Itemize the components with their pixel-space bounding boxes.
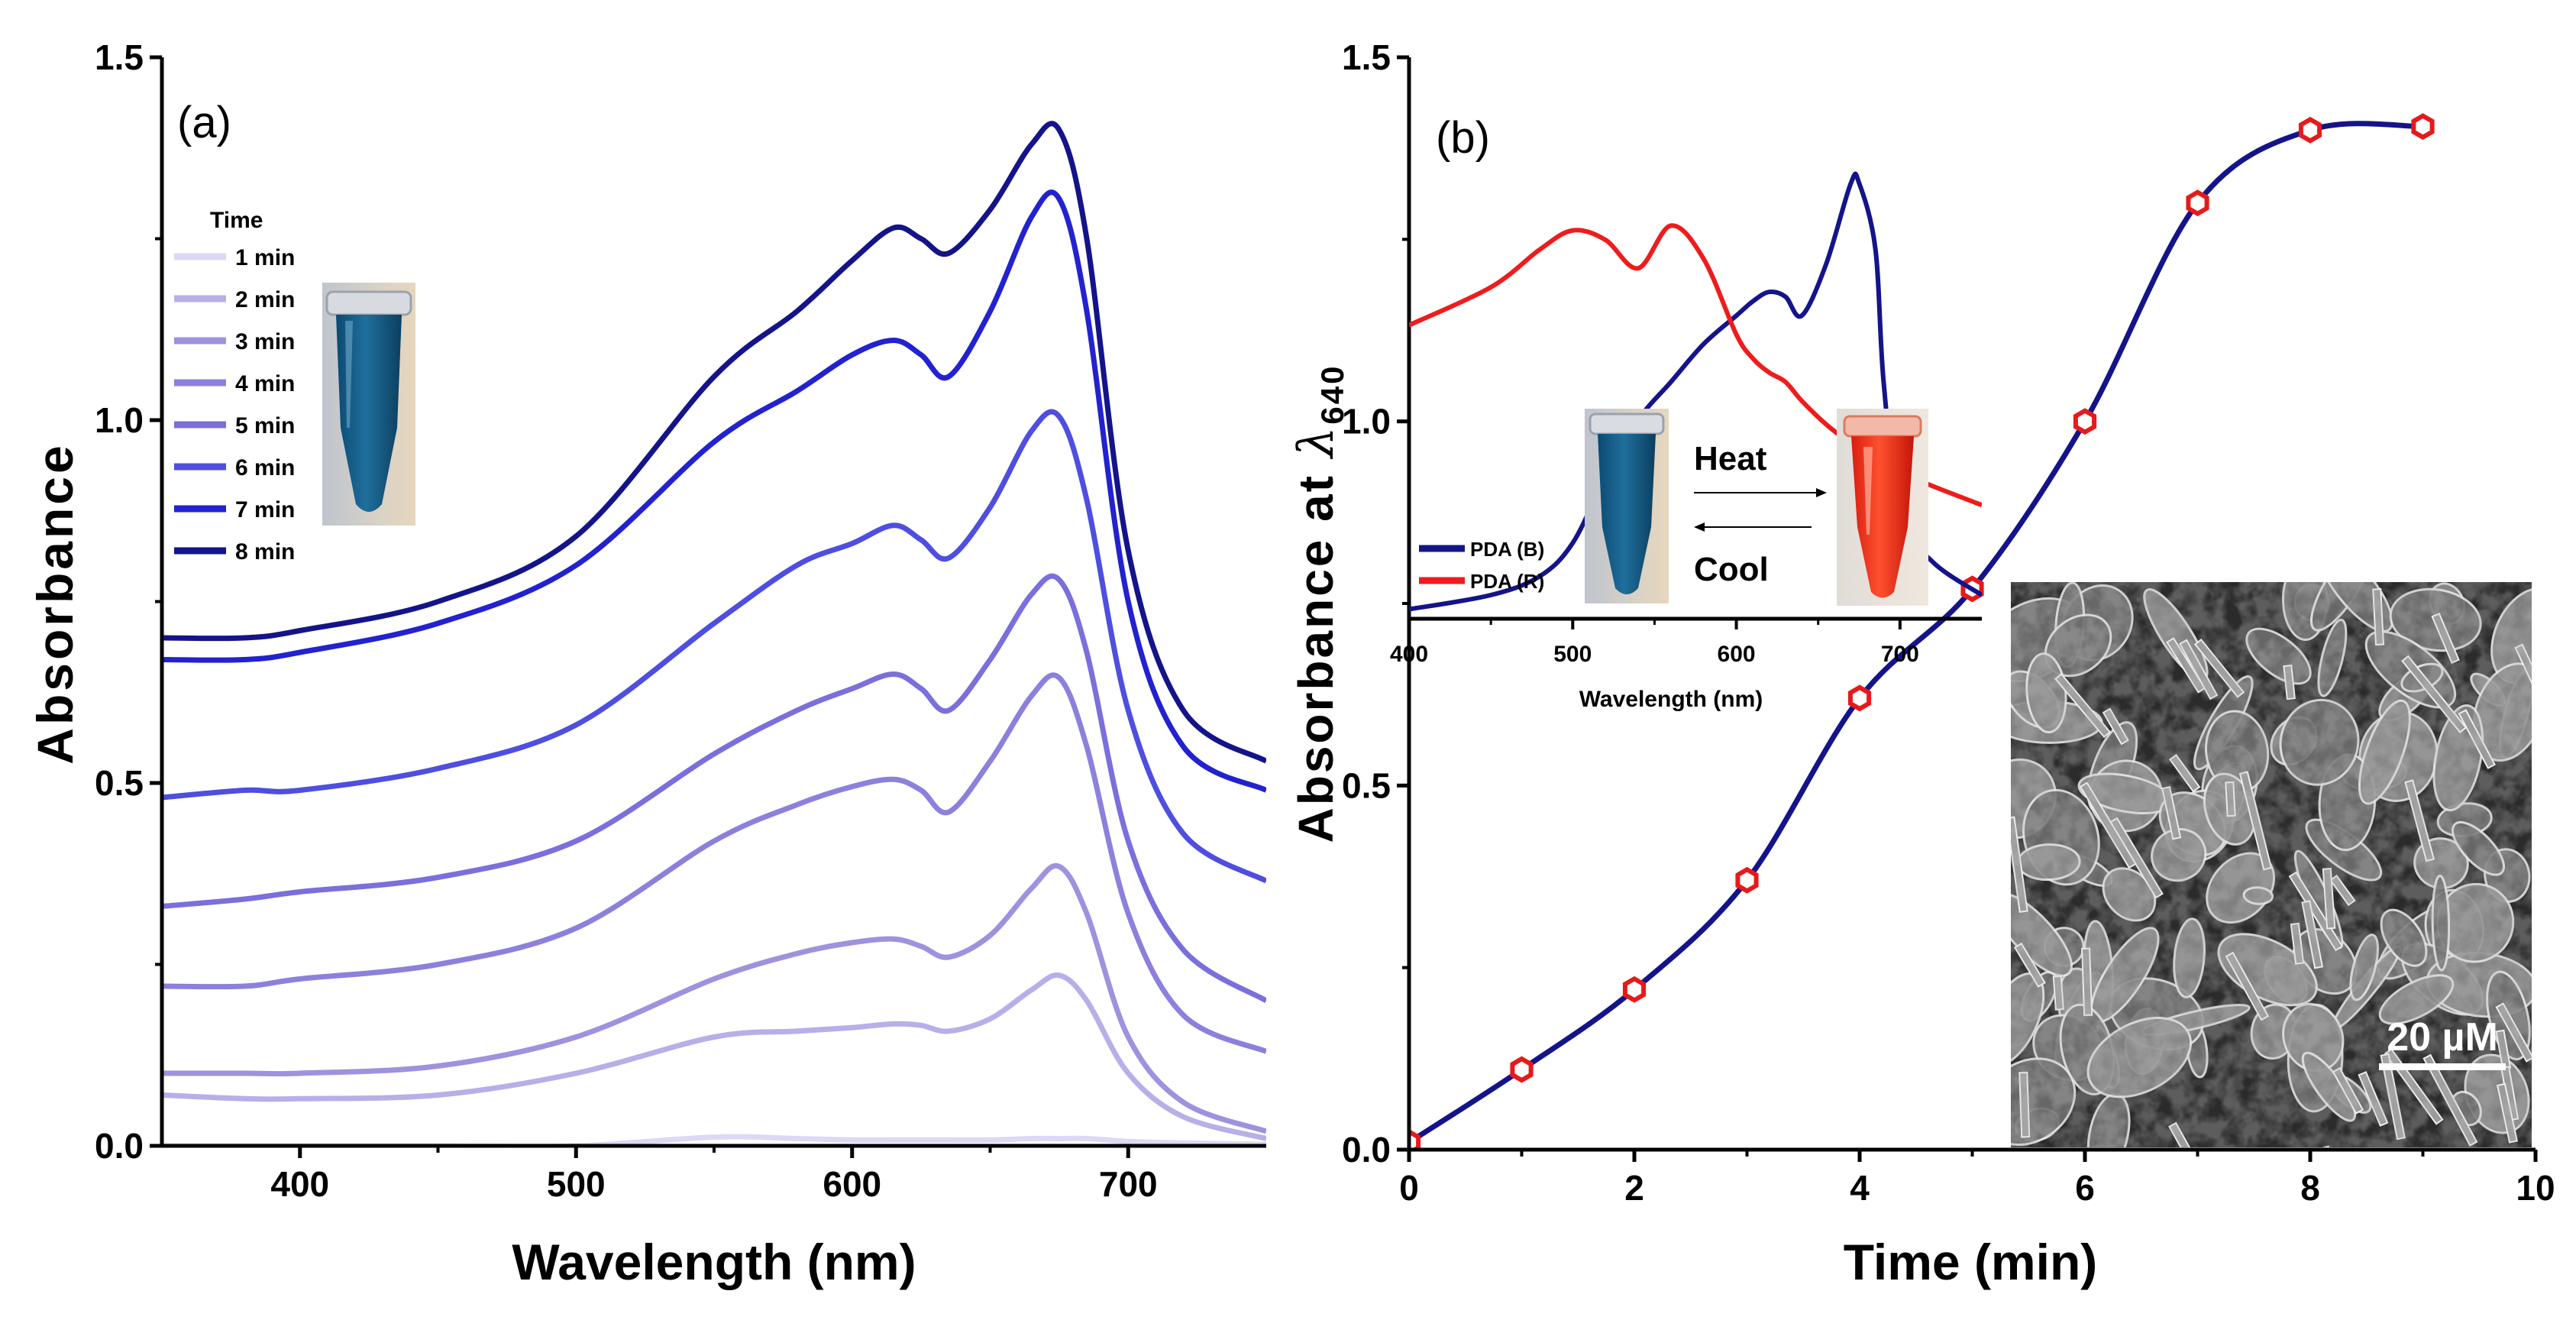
panel-b-data-point — [1510, 1056, 1534, 1083]
panel-b-data-point — [1847, 684, 1872, 712]
panel-b-data-point — [2411, 113, 2435, 141]
panel-b-y-axis-title: Absorbance at λ640 — [1288, 364, 1350, 843]
panel-b-data-point — [1735, 866, 1759, 894]
panel-a-series-line-6 — [162, 409, 1266, 884]
panel-a-series-line-3 — [162, 862, 1266, 1134]
panel-a-y-axis-title: Absorbance — [27, 442, 83, 764]
panel-b-x-tick-label: 8 — [2300, 1168, 2320, 1208]
panel-b-x-tick-label: 0 — [1399, 1168, 1419, 1208]
panel-b-axes: 0 2 4 6 8 10 0.0 0.5 1.0 1.5 — [1342, 37, 2555, 1208]
panel-a-series-line-7 — [162, 189, 1266, 793]
panel-a-axes: 400 500 600 700 0.0 0.5 1.0 1.5 — [95, 37, 1266, 1204]
panel-a-legend-label-4: 4 min — [235, 371, 295, 396]
inset-axes: 400 500 600 700 — [1390, 616, 1982, 667]
panel-b-data-point — [2298, 116, 2322, 144]
panel-a-x-tick-label: 700 — [1099, 1164, 1158, 1204]
panel-b-data-point — [2073, 408, 2097, 435]
inset-x-tick-label: 600 — [1718, 642, 1756, 667]
panel-a-series-line-8 — [162, 121, 1266, 764]
panel-b-y-tick-label: 1.0 — [1342, 402, 1391, 442]
panel-b-data-point — [1622, 975, 1647, 1003]
panel-b-series — [1409, 113, 2435, 1150]
panel-b-data-point — [1409, 1129, 1421, 1150]
panel-b-x-tick-label: 2 — [1624, 1168, 1644, 1208]
inset-x-axis-title: Wavelength (nm) — [1579, 687, 1763, 712]
panel-b-label: (b) — [1436, 113, 1490, 163]
panel-a-legend-label-7: 7 min — [235, 497, 295, 522]
panel-a-legend-label-6: 6 min — [235, 455, 295, 480]
panel-a-series — [162, 121, 1266, 1146]
panel-b-y-tick-label: 1.5 — [1342, 37, 1391, 77]
panel-a-x-tick-label: 500 — [547, 1164, 606, 1204]
panel-b-y-tick-label: 0.0 — [1342, 1130, 1391, 1170]
inset-series-line-1 — [1409, 171, 1982, 612]
panel-a-legend-label-8: 8 min — [235, 539, 295, 565]
inset-legend-label-1: PDA (B) — [1470, 538, 1544, 561]
panel-a-series-line-5 — [162, 573, 1266, 1004]
panel-b-x-tick-label: 4 — [1850, 1168, 1870, 1208]
panel-b-x-tick-label: 6 — [2075, 1168, 2095, 1208]
panel-a-series-line-4 — [162, 672, 1266, 1054]
inset-blue-vial-photo — [1585, 409, 1669, 603]
inset-x-tick-label: 500 — [1553, 642, 1592, 667]
panel-a-series-line-2 — [162, 972, 1266, 1141]
inset-x-tick-label: 400 — [1390, 642, 1428, 667]
scale-bar-label: 20 µM — [2387, 1015, 2498, 1060]
panel-a-x-axis-title: Wavelength (nm) — [512, 1234, 916, 1290]
scale-bar: 20 µM — [2379, 1015, 2506, 1070]
inset-spectra: 400 500 600 700 Wavelength (nm) PDA (B)PDA … — [1390, 171, 1982, 712]
panel-a-y-tick-label: 0.0 — [95, 1126, 144, 1166]
blue-vial-photo — [322, 283, 415, 526]
inset-x-tick-label: 700 — [1881, 642, 1919, 667]
panel-b-series-line — [1409, 121, 2423, 1145]
panel-a-series-line-1 — [162, 1134, 1266, 1146]
panel-a: 400 500 600 700 0.0 0.5 1.0 1.5 (a) Wavelength … — [27, 37, 1266, 1290]
panel-a-y-tick-label: 1.5 — [95, 37, 144, 77]
panel-a-label: (a) — [177, 98, 231, 147]
panel-a-y-tick-label: 0.5 — [95, 763, 144, 803]
panel-a-legend-title: Time — [210, 208, 263, 233]
sem-micrograph: 20 µM — [2011, 582, 2532, 1147]
inset-legend: PDA (B) PDA (R) — [1419, 538, 1544, 593]
panel-a-y-tick-label: 1.0 — [95, 400, 144, 440]
heat-label: Heat — [1694, 440, 1767, 477]
panel-a-legend-label-5: 5 min — [235, 413, 295, 438]
panel-a-legend-label-2: 2 min — [235, 287, 295, 312]
panel-a-legend-label-1: 1 min — [235, 245, 295, 270]
panel-a-x-tick-label: 400 — [270, 1164, 329, 1204]
panel-b: 0 2 4 6 8 10 0.0 0.5 1.0 1.5 (b) Time (min) Absor… — [1288, 37, 2555, 1290]
panel-a-legend-label-3: 3 min — [235, 329, 295, 354]
panel-b-data-point — [2186, 189, 2209, 217]
inset-red-vial-photo — [1837, 409, 1928, 606]
heat-cool-switch: Heat Cool — [1694, 440, 1827, 588]
inset-legend-label-2: PDA (R) — [1470, 570, 1544, 593]
sem-stack — [2319, 1145, 2340, 1147]
panel-b-y-tick-label: 0.5 — [1342, 765, 1391, 805]
panel-b-x-tick-label: 10 — [2516, 1168, 2555, 1208]
cool-label: Cool — [1694, 551, 1769, 588]
panel-a-legend: Time 1 min 2 min 3 min 4 min 5 min 6 min 7 min… — [174, 208, 295, 565]
panel-b-x-axis-title: Time (min) — [1844, 1234, 2097, 1290]
panel-a-x-tick-label: 600 — [823, 1164, 881, 1204]
